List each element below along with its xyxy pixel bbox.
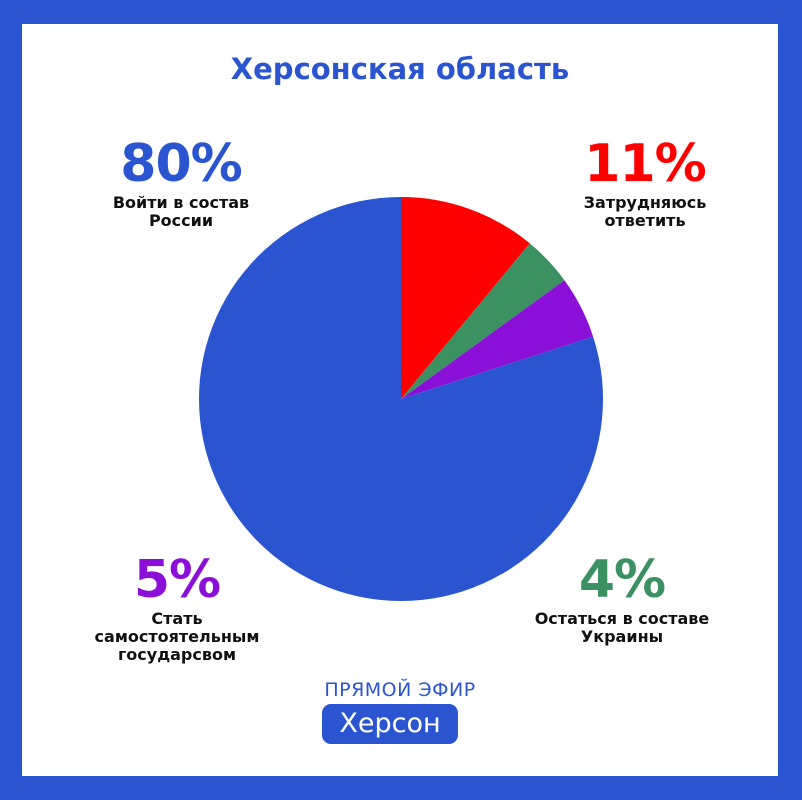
slice-ukraine <box>401 243 565 399</box>
slice-independent <box>401 280 594 399</box>
label-ukraine: 4% Остаться в составе Украины <box>512 554 732 646</box>
pie-chart <box>199 197 603 602</box>
label-russia: 80% Войти в состав России <box>86 138 276 230</box>
brand-logo: Херсон <box>322 704 458 744</box>
slice-undecided <box>401 197 530 399</box>
desc-russia: Войти в состав России <box>112 193 250 230</box>
label-independent: 5% Стать самостоятельным государсвом <box>77 554 277 664</box>
pct-ukraine: 4% <box>578 550 666 610</box>
desc-ukraine: Остаться в составе Украины <box>534 609 710 646</box>
chart-title: Херсонская область <box>230 52 570 86</box>
live-broadcast-label: ПРЯМОЙ ЭФИР <box>324 679 476 701</box>
label-undecided: 11% Затрудняюсь ответить <box>550 138 740 230</box>
desc-undecided: Затрудняюсь ответить <box>583 193 707 230</box>
pct-independent: 5% <box>133 550 221 610</box>
pct-russia: 80% <box>120 134 242 194</box>
infographic-card: Херсонская область 80% Войти в состав Ро… <box>22 24 778 776</box>
slice-russia <box>199 197 603 602</box>
pct-undecided: 11% <box>584 134 706 194</box>
desc-independent: Стать самостоятельным государсвом <box>94 609 260 664</box>
